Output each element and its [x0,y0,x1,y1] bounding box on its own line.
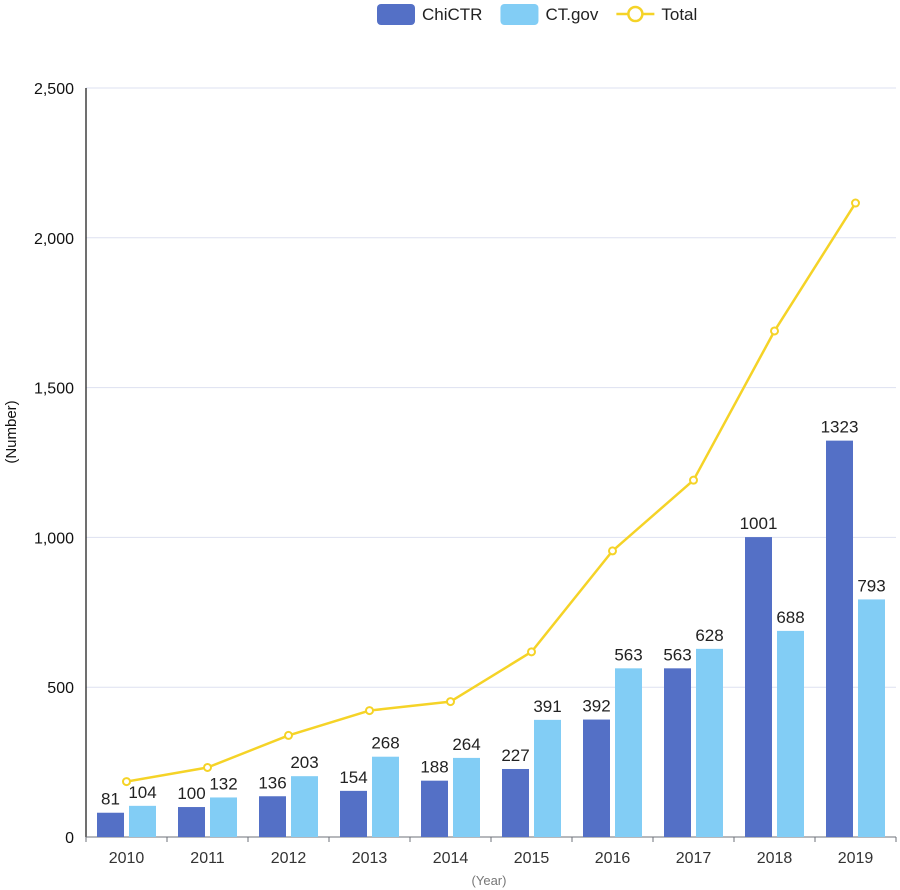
bar-value-label: 793 [857,576,885,595]
bar-chictr [826,440,853,837]
legend: ChiCTR CT.gov Total [377,4,697,25]
x-tick-label: 2016 [595,850,631,867]
bar-value-label: 100 [177,784,205,803]
bar-ct-gov [453,757,480,837]
bar-value-label: 1001 [740,514,778,533]
line-point [527,647,536,657]
line-point [851,198,860,208]
bar-value-label: 136 [258,773,286,792]
bar-ct-gov [534,719,561,837]
bar-chictr [502,768,529,837]
bar-chictr [664,668,691,837]
x-tick-label: 2012 [271,850,307,867]
line-point [608,546,617,556]
bar-ct-gov [372,756,399,837]
x-tick-label: 2015 [514,850,550,867]
bars [97,440,885,837]
line-point [284,730,293,740]
line-point [122,777,131,787]
y-axis-title: (Number) [3,400,20,463]
legend-marker [627,5,644,23]
bar-value-label: 628 [695,626,723,645]
y-tick-label: 1,500 [34,381,74,398]
bar-value-label: 264 [452,735,480,754]
line-point [365,706,374,716]
x-tick-label: 2017 [676,850,712,867]
x-axis: 2010 2011 2012 2013 2014 2015 2016 2017 2018 2019 [85,836,897,867]
x-tick-label: 2014 [433,850,469,867]
line-total [126,202,857,783]
legend-label: CT.gov [545,5,598,24]
bar-chictr [97,812,124,837]
bar-value-label: 188 [420,758,448,777]
y-tick-label: 1,000 [34,530,74,547]
y-axis: 0 500 1,000 1,500 2,000 2,500 [34,81,87,847]
bar-ct-gov [696,648,723,837]
gridlines [86,87,896,688]
x-tick-label: 2011 [190,850,225,867]
line-point [689,475,698,485]
x-tick-label: 2018 [757,850,793,867]
bar-value-label: 268 [371,734,399,753]
bar-chictr [583,719,610,837]
line-point [203,762,212,772]
bar-value-label: 154 [339,768,367,787]
bar-chictr [340,790,367,837]
y-tick-label: 500 [47,680,74,697]
bar-value-label: 392 [582,697,610,716]
legend-swatch [500,4,539,25]
bar-ct-gov [210,797,237,837]
line-point [770,326,779,336]
legend-label: ChiCTR [422,5,482,24]
bar-chictr [745,537,772,837]
y-tick-label: 2,000 [34,231,74,248]
bar-ct-gov [615,668,642,837]
bar-value-label: 104 [128,783,156,802]
total-line [122,198,860,787]
data-labels: 81 100 136 154 188 227 392 563 1001 1323 104 132 203… [101,418,886,809]
x-tick-label: 2010 [109,850,145,867]
bar-chictr [421,780,448,837]
bar-chictr [178,807,205,837]
legend-label: Total [661,5,697,24]
bar-value-label: 227 [501,746,529,765]
bar-ct-gov [777,630,804,837]
bar-ct-gov [858,599,885,837]
bar-ct-gov [291,776,318,837]
bar-value-label: 563 [614,645,642,664]
line-point [446,697,455,707]
x-tick-label: 2019 [838,850,874,867]
bar-value-label: 688 [776,608,804,627]
y-tick-label: 0 [65,830,74,847]
y-tick-label: 2,500 [34,81,74,98]
bar-value-label: 563 [663,645,691,664]
x-axis-title: (Year) [472,873,507,888]
legend-swatch [377,4,415,25]
bar-value-label: 81 [101,790,120,809]
bar-value-label: 203 [290,753,318,772]
x-tick-label: 2013 [352,850,388,867]
bar-chictr [259,796,286,837]
bar-value-label: 132 [209,774,237,793]
bar-value-label: 391 [533,697,561,716]
bar-ct-gov [129,805,156,837]
bar-value-label: 1323 [821,418,859,437]
